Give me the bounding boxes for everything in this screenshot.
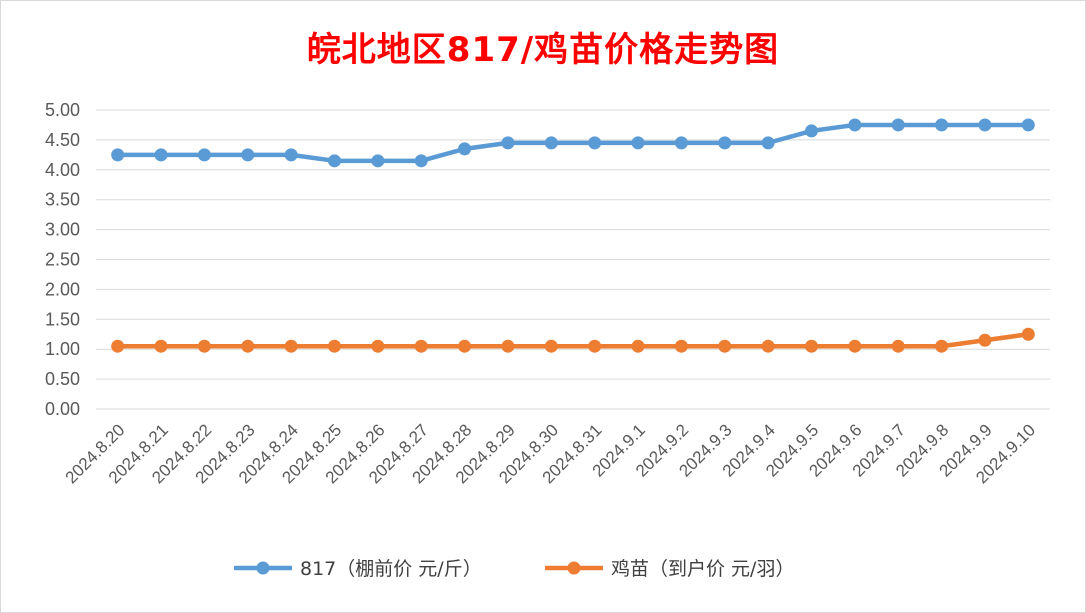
data-point <box>458 339 472 353</box>
data-point <box>544 136 558 150</box>
data-point <box>631 339 645 353</box>
data-point <box>674 136 688 150</box>
data-point <box>631 136 645 150</box>
data-point <box>501 136 515 150</box>
data-point <box>414 154 428 168</box>
data-point <box>718 136 732 150</box>
data-point <box>848 118 862 132</box>
y-tick-label: 4.00 <box>45 160 80 180</box>
data-point <box>935 118 949 132</box>
data-point <box>674 339 688 353</box>
data-point <box>501 339 515 353</box>
data-point <box>891 339 905 353</box>
y-tick-label: 1.50 <box>45 309 80 329</box>
data-point <box>154 339 168 353</box>
data-point <box>328 154 341 168</box>
y-tick-label: 0.50 <box>45 369 80 389</box>
data-point <box>371 154 385 168</box>
data-point <box>111 339 125 353</box>
y-tick-label: 5.00 <box>45 100 80 120</box>
y-tick-label: 2.50 <box>45 250 80 270</box>
data-point <box>805 124 818 138</box>
data-point <box>154 148 168 162</box>
data-point <box>761 136 775 150</box>
data-point <box>978 118 992 132</box>
data-point <box>458 142 472 156</box>
data-point <box>891 118 905 132</box>
data-point <box>1021 327 1035 341</box>
data-point <box>241 339 255 353</box>
data-point <box>848 339 862 353</box>
data-point <box>241 148 255 162</box>
y-tick-label: 1.00 <box>45 339 80 359</box>
data-point <box>1021 118 1035 132</box>
data-point <box>805 339 818 353</box>
y-tick-label: 3.50 <box>45 190 80 210</box>
legend-marker <box>256 561 270 575</box>
data-point <box>588 136 602 150</box>
data-point <box>718 339 732 353</box>
data-point <box>284 339 298 353</box>
data-point <box>197 148 211 162</box>
data-point <box>978 333 992 347</box>
data-point <box>111 148 125 162</box>
series-line <box>115 122 1031 164</box>
data-point <box>588 339 602 353</box>
data-point <box>414 339 428 353</box>
y-tick-label: 3.00 <box>45 220 80 240</box>
legend-marker <box>567 561 581 575</box>
data-point <box>328 339 341 353</box>
chart-title: 皖北地区817/鸡苗价格走势图 <box>306 30 780 70</box>
data-point <box>197 339 211 353</box>
data-point <box>544 339 558 353</box>
series-line <box>115 332 1031 349</box>
data-point <box>371 339 385 353</box>
legend-label: 鸡苗（到户价 元/羽） <box>611 558 794 580</box>
data-point <box>284 148 298 162</box>
y-tick-label: 0.00 <box>45 399 80 419</box>
y-tick-label: 4.50 <box>45 130 80 150</box>
data-point <box>761 339 775 353</box>
y-tick-label: 2.00 <box>45 279 80 299</box>
data-point <box>935 339 949 353</box>
legend-label: 817（棚前价 元/斤） <box>300 558 482 580</box>
